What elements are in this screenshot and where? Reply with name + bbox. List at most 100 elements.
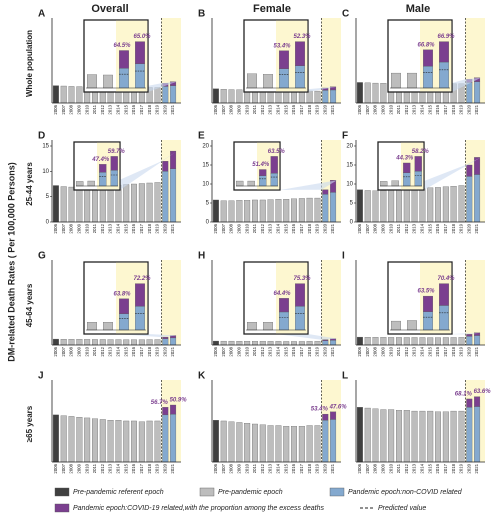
bar [314,90,321,104]
x-tick-label: 2017 [139,346,144,356]
panel-label: H [198,251,205,262]
x-tick-label: 2012 [404,104,409,114]
bar [60,415,67,463]
bar [76,186,83,223]
inset-bar [295,283,305,307]
bar [330,192,337,223]
bar [291,90,297,104]
x-tick-label: 2010 [388,104,393,114]
inset-bar [87,74,97,89]
x-tick-label: 2017 [139,104,144,114]
bar [314,197,321,223]
x-tick-label: 2021 [170,346,175,356]
x-tick-label: 2007 [365,463,370,473]
x-tick-label: 2007 [365,346,370,356]
inset-bar [247,73,257,89]
x-tick-label: 2018 [451,463,456,473]
bar [380,337,387,346]
inset-bar [263,322,273,331]
x-tick-label: 2008 [373,104,378,114]
bar [388,337,395,346]
bar [84,417,91,463]
proportion-label: 58.2% [412,149,430,155]
x-tick-label: 2015 [283,463,288,473]
bar [220,89,227,104]
x-tick-label: 2014 [420,463,425,473]
x-tick-label: 2017 [299,104,304,114]
x-tick-label: 2009 [76,463,81,473]
bar [427,187,434,223]
x-tick-label: 2013 [268,346,273,356]
x-tick-label: 2016 [131,346,136,356]
bar [380,83,387,104]
x-tick-label: 2020 [466,104,471,114]
x-tick-label: 2014 [116,223,121,233]
bar [228,200,235,223]
x-tick-label: 2007 [61,104,66,114]
inset-bar [270,156,278,174]
x-tick-label: 2019 [155,223,160,233]
x-tick-label: 2006 [357,463,362,473]
x-tick-label: 2010 [84,463,89,473]
x-tick-label: 2007 [221,223,226,233]
inset-bar [119,313,129,331]
pandemic-highlight [465,260,485,345]
inset-bar [407,72,417,89]
bar [388,409,395,463]
x-tick-label: 2010 [388,223,393,233]
bar [388,189,395,223]
bar [306,425,313,463]
bar [228,340,235,346]
inset-bar [279,311,289,331]
bar [450,410,457,463]
panel-label: E [198,131,205,142]
bar [154,87,161,104]
x-tick-label: 2019 [315,104,320,114]
bar [435,187,441,223]
inset-bar [391,180,399,187]
bar [372,190,379,223]
inset-bar [135,306,145,331]
x-tick-label: 2019 [155,104,160,114]
x-tick-label: 2009 [236,104,241,114]
x-tick-label: 2014 [276,104,281,114]
bar [259,199,266,223]
x-tick-label: 2006 [53,223,58,233]
proportion-label: 51.4% [252,162,270,168]
proportion-label: 50.9% [170,398,188,404]
bar [60,85,67,104]
bar [322,189,329,195]
inset-bar [99,164,107,173]
x-tick-label: 2020 [162,346,167,356]
y-tick-label: 10 [202,182,209,188]
bar [291,341,297,346]
proportion-label: 59.7% [108,149,126,155]
bar [322,340,329,346]
bar [236,422,243,463]
x-tick-label: 2018 [307,346,312,356]
bar [411,337,418,346]
proportion-label: 64.5% [113,43,131,49]
bar [435,337,441,346]
bar [283,341,290,346]
x-tick-label: 2012 [100,346,105,356]
x-tick-label: 2021 [170,104,175,114]
x-tick-label: 2009 [380,104,385,114]
x-tick-label: 2011 [396,463,401,473]
x-tick-label: 2018 [147,346,152,356]
bar [52,338,59,346]
inset-bar [135,283,145,307]
bar [154,420,161,463]
x-tick-label: 2013 [108,104,113,114]
bar [372,82,379,104]
y-tick-label: 10 [346,182,353,188]
inset-bar [295,41,305,66]
x-tick-label: 2017 [443,223,448,233]
x-tick-label: 2011 [396,346,401,356]
x-tick-label: 2020 [466,223,471,233]
x-tick-label: 2006 [213,223,218,233]
x-tick-label: 2018 [147,463,152,473]
x-tick-label: 2013 [108,223,113,233]
x-tick-label: 2020 [466,463,471,473]
x-tick-label: 2021 [330,223,335,233]
